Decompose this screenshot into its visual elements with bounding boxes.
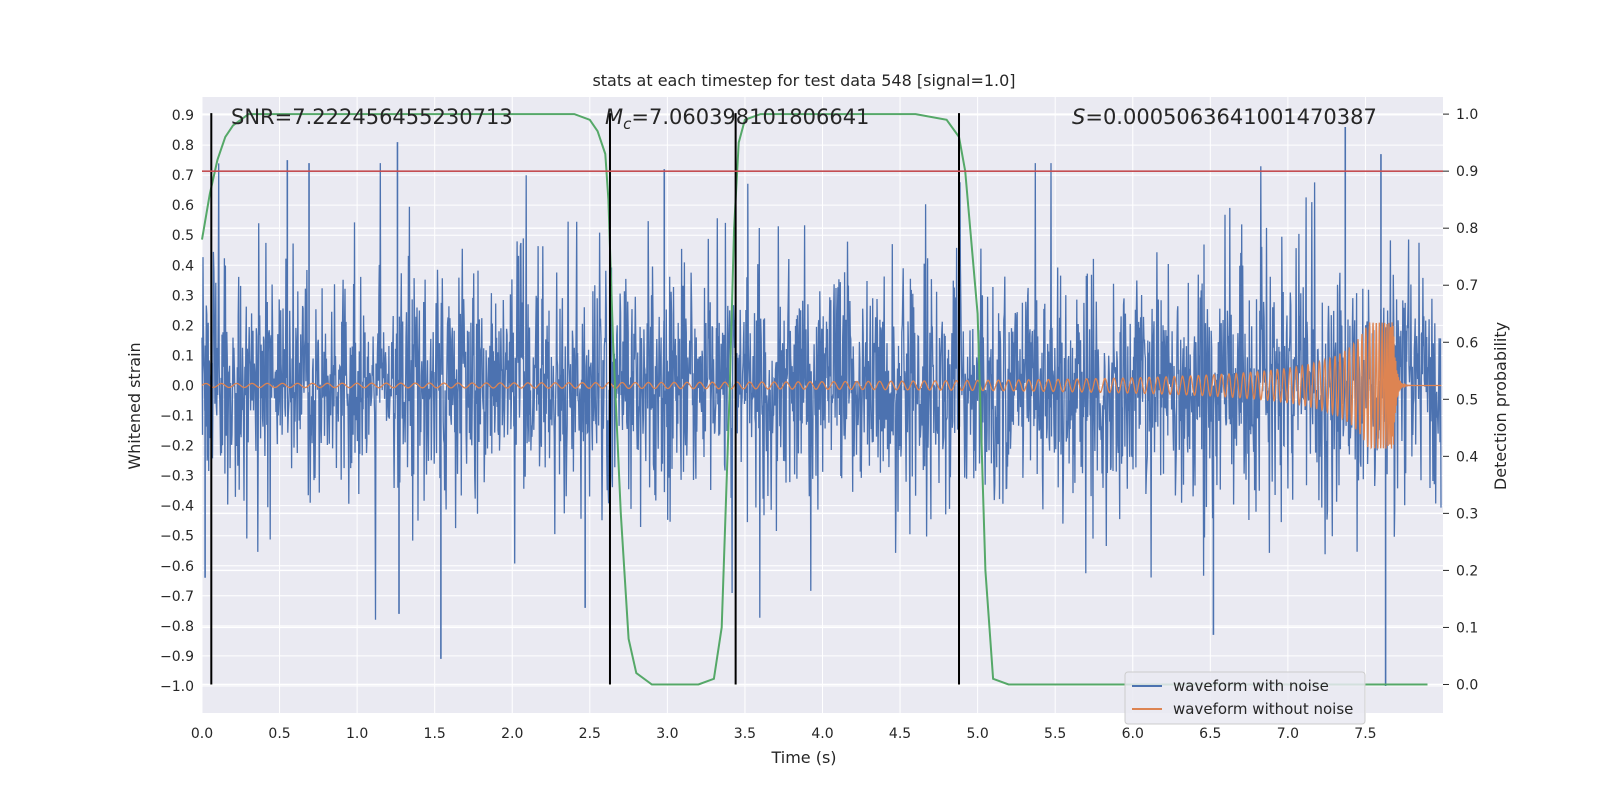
y-tick-label: 0.0 xyxy=(172,378,194,394)
x-axis-label: Time (s) xyxy=(770,748,836,767)
x-tick-label: 7.0 xyxy=(1277,726,1299,742)
y-tick-label: 0.7 xyxy=(172,168,194,184)
chirp-mass-subscript: c xyxy=(623,115,632,133)
x-tick-label: 6.0 xyxy=(1122,726,1144,742)
y-tick-label: −1.0 xyxy=(160,679,194,695)
y2-tick-label: 0.2 xyxy=(1456,563,1478,579)
y2-tick-label: 0.0 xyxy=(1456,677,1478,693)
y-tick-label: 0.3 xyxy=(172,288,194,304)
y-axis-right-ticks: 0.0 0.1 0.2 0.3 0.4 0.5 0.6 0.7 0.8 0.9 1.0 xyxy=(1443,107,1478,693)
y2-tick-label: 0.8 xyxy=(1456,221,1478,237)
legend-box xyxy=(1124,671,1366,725)
y2-tick-label: 0.1 xyxy=(1456,620,1478,636)
x-tick-label: 5.0 xyxy=(966,726,988,742)
y-tick-label: 0.6 xyxy=(172,198,194,214)
x-tick-label: 0.5 xyxy=(268,726,290,742)
y-tick-label: −0.4 xyxy=(160,499,194,515)
y2-tick-label: 0.5 xyxy=(1456,392,1478,408)
y-tick-label: −0.8 xyxy=(160,619,194,635)
grid xyxy=(201,97,1443,713)
y-tick-label: 0.5 xyxy=(172,228,194,244)
y2-tick-label: 0.3 xyxy=(1456,506,1478,522)
x-tick-label: 3.5 xyxy=(734,726,756,742)
y-tick-label: −0.3 xyxy=(160,469,194,485)
y-tick-label: 0.2 xyxy=(172,318,194,334)
x-tick-label: 2.0 xyxy=(501,726,523,742)
y2-axis-label: Detection probability xyxy=(1491,322,1510,490)
y2-tick-label: 0.6 xyxy=(1456,335,1478,351)
y-tick-label: 0.1 xyxy=(172,348,194,364)
x-tick-label: 4.0 xyxy=(811,726,833,742)
y-axis-left-ticks: −1.0 −0.9 −0.8 −0.7 −0.6 −0.5 −0.4 −0.3 −0.2 −0.1… xyxy=(160,108,194,695)
s-value: =0.0005063641001470387 xyxy=(1085,105,1377,129)
x-tick-label: 7.5 xyxy=(1354,726,1376,742)
clean-waveform-series xyxy=(201,322,1442,450)
x-tick-label: 1.5 xyxy=(424,726,446,742)
x-tick-label: 0.0 xyxy=(191,726,213,742)
chart-title: stats at each timestep for test data 548… xyxy=(592,71,1015,90)
x-tick-label: 5.5 xyxy=(1044,726,1066,742)
y-tick-label: −0.2 xyxy=(160,439,194,455)
x-tick-label: 1.0 xyxy=(346,726,368,742)
y-tick-label: −0.5 xyxy=(160,529,194,545)
x-axis-ticks: 0.0 0.5 1.0 1.5 2.0 2.5 3.0 3.5 4.0 4.5 5.0 5.5 6.0 6… xyxy=(191,726,1377,742)
legend: waveform with noise waveform without noi… xyxy=(1124,671,1366,725)
y-tick-label: −0.7 xyxy=(160,589,194,605)
y2-tick-label: 0.4 xyxy=(1456,449,1478,465)
chirp-mass-annotation: Mc=7.060398101806641 xyxy=(605,105,869,133)
x-tick-label: 4.5 xyxy=(889,726,911,742)
y-tick-label: −0.9 xyxy=(160,649,194,665)
legend-label-clean: waveform without noise xyxy=(1173,700,1353,718)
y-axis-label: Whitened strain xyxy=(125,342,144,469)
y-tick-label: −0.6 xyxy=(160,559,194,575)
y-tick-label: 0.4 xyxy=(172,258,194,274)
y-tick-label: 0.8 xyxy=(172,138,194,154)
y2-tick-label: 0.7 xyxy=(1456,278,1478,294)
s-annotation: S=0.0005063641001470387 xyxy=(1072,105,1377,129)
y-tick-label: 0.9 xyxy=(172,108,194,124)
y2-tick-label: 0.9 xyxy=(1456,164,1478,180)
chirp-mass-value: =7.060398101806641 xyxy=(631,105,869,129)
x-tick-label: 3.0 xyxy=(656,726,678,742)
y-tick-label: −0.1 xyxy=(160,409,194,425)
clean-waveform-line xyxy=(201,322,1442,450)
legend-label-noisy: waveform with noise xyxy=(1173,677,1329,695)
y2-tick-label: 1.0 xyxy=(1456,107,1478,123)
detection-probability-line xyxy=(201,113,1428,686)
chirp-mass-symbol: M xyxy=(605,105,623,129)
x-tick-label: 6.5 xyxy=(1199,726,1221,742)
s-symbol: S xyxy=(1072,105,1085,129)
event-lines xyxy=(210,113,961,685)
x-tick-label: 2.5 xyxy=(579,726,601,742)
snr-annotation: SNR=7.222456455230713 xyxy=(231,105,513,129)
detection-probability-series xyxy=(201,113,1428,686)
